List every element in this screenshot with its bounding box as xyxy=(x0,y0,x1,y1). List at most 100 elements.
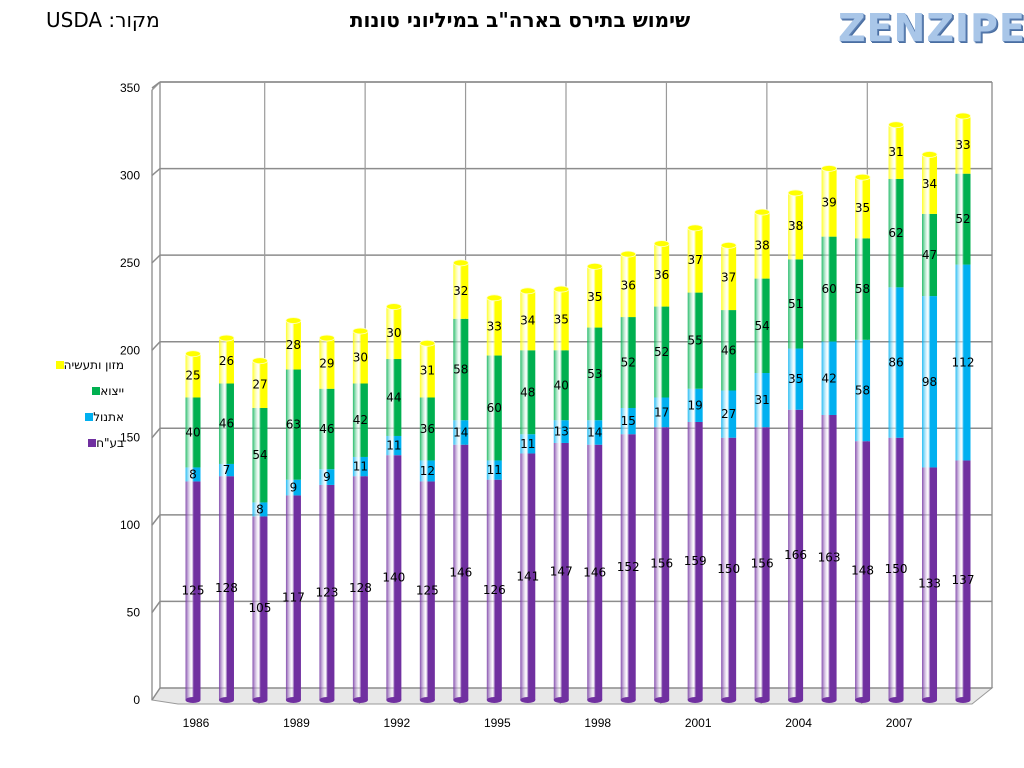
data-label: 7 xyxy=(223,463,231,477)
bar-segment xyxy=(654,306,670,398)
bar-cap xyxy=(787,189,804,197)
bar-base xyxy=(587,697,603,703)
bar-segment xyxy=(654,243,670,307)
data-label: 9 xyxy=(323,470,331,484)
data-label: 48 xyxy=(520,385,535,399)
bar-cap xyxy=(185,350,201,358)
y-tick-label: 0 xyxy=(133,693,140,707)
bar-segment xyxy=(922,467,938,700)
bar-segment xyxy=(319,338,335,389)
bar-base xyxy=(955,697,971,703)
bar-cap xyxy=(720,241,737,249)
bar-base xyxy=(821,697,837,703)
data-label: 46 xyxy=(219,417,234,431)
data-label: 36 xyxy=(420,422,435,436)
x-tick-label: 1998 xyxy=(584,716,611,730)
bar-cap xyxy=(352,327,369,335)
data-label: 33 xyxy=(955,138,970,152)
data-label: 141 xyxy=(516,570,539,584)
legend-swatch xyxy=(55,361,64,369)
bar-segment xyxy=(821,414,837,700)
y-tick-label: 250 xyxy=(120,256,140,270)
bar-base xyxy=(754,697,770,703)
data-label: 35 xyxy=(587,290,602,304)
bar-segment xyxy=(587,266,603,328)
data-label: 38 xyxy=(754,238,769,252)
bar-cap xyxy=(921,151,938,158)
bar-segment xyxy=(352,456,368,477)
data-label: 14 xyxy=(587,425,602,439)
data-label: 11 xyxy=(386,439,401,453)
data-label: 125 xyxy=(416,584,439,598)
data-label: 35 xyxy=(554,313,569,327)
bar-segment xyxy=(687,421,703,700)
bar-segment xyxy=(252,516,268,700)
bar-segment xyxy=(520,434,536,454)
bar-segment xyxy=(855,177,871,239)
data-label: 54 xyxy=(754,319,769,333)
data-label: 128 xyxy=(349,581,372,595)
data-label: 29 xyxy=(319,356,334,370)
data-label: 126 xyxy=(483,583,506,597)
bar-base xyxy=(788,697,804,703)
bar-segment xyxy=(922,296,938,468)
x-tick-label: 2007 xyxy=(886,716,913,730)
bar-base xyxy=(218,697,234,703)
bar-segment xyxy=(520,350,536,435)
bar-segment xyxy=(955,115,971,174)
data-label: 146 xyxy=(449,565,472,579)
data-label: 15 xyxy=(621,414,636,428)
bar-base xyxy=(553,697,569,703)
bar-segment xyxy=(687,388,703,422)
bar-cap xyxy=(385,303,402,310)
bar-segment xyxy=(587,327,603,421)
bars: 1258402512874626105854271179632812394629… xyxy=(182,112,974,703)
bar-segment xyxy=(185,397,201,468)
bar-segment xyxy=(352,476,368,700)
bar-segment xyxy=(419,397,435,461)
bar-segment xyxy=(319,388,335,470)
bar-base xyxy=(520,697,536,703)
bar-segment xyxy=(453,420,469,445)
bar-segment xyxy=(553,350,569,421)
y-tick-label: 300 xyxy=(120,168,140,182)
data-label: 31 xyxy=(420,363,435,377)
bar-segment xyxy=(620,407,636,435)
data-label: 11 xyxy=(520,437,535,451)
bar-base xyxy=(922,697,938,703)
bar-base xyxy=(620,697,636,703)
bar-segment xyxy=(955,264,971,461)
data-label: 42 xyxy=(353,413,368,427)
bar-segment xyxy=(788,192,804,260)
bar-cap xyxy=(218,334,235,342)
data-label: 166 xyxy=(784,548,807,562)
bar-base xyxy=(721,697,737,703)
data-label: 54 xyxy=(252,448,267,462)
bar-segment xyxy=(855,441,871,700)
bar-segment xyxy=(319,484,335,700)
data-label: 30 xyxy=(386,326,401,340)
brand-logo: ZENZIPER xyxy=(838,6,1024,50)
legend-item: אתנול xyxy=(14,404,124,430)
bar-segment xyxy=(687,292,703,389)
bar-segment xyxy=(218,383,234,464)
data-label: 30 xyxy=(353,350,368,364)
source-label: מקור: USDA xyxy=(46,8,160,32)
data-label: 105 xyxy=(249,601,272,615)
bar-segment xyxy=(855,238,871,340)
data-label: 60 xyxy=(487,401,502,415)
data-label: 123 xyxy=(315,585,338,599)
bar-segment xyxy=(252,360,268,408)
bar-segment xyxy=(922,213,938,297)
y-tick-label: 350 xyxy=(120,81,140,95)
data-label: 33 xyxy=(487,320,502,334)
data-label: 11 xyxy=(353,460,368,474)
data-label: 36 xyxy=(654,268,669,282)
legend-item: מזון ותעשיה xyxy=(14,352,124,378)
data-label: 133 xyxy=(918,577,941,591)
bar-segment xyxy=(252,407,268,503)
data-label: 8 xyxy=(256,502,264,516)
legend-swatch xyxy=(88,439,97,447)
y-tick-label: 50 xyxy=(127,606,141,620)
data-label: 31 xyxy=(888,145,903,159)
